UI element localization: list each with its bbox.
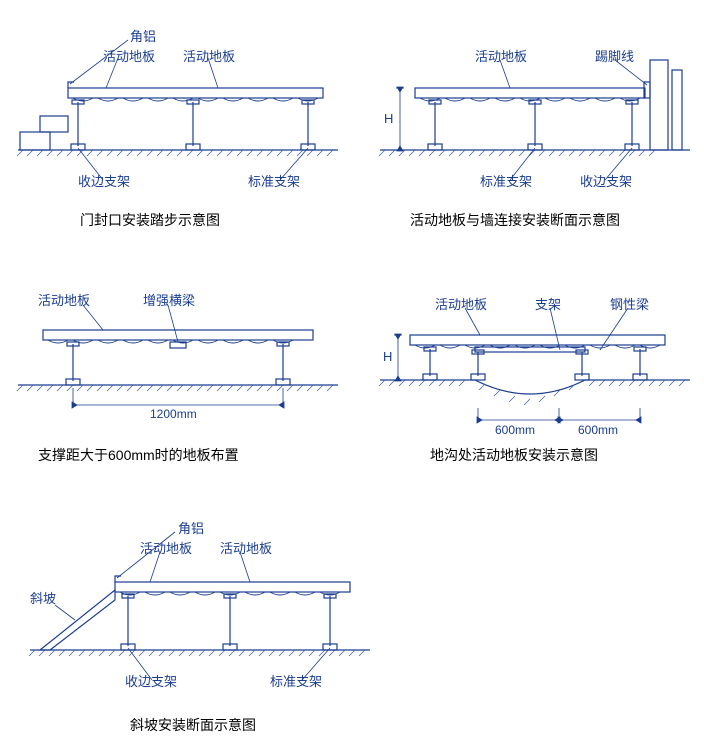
- d1-label-std-support: 标准支架: [248, 175, 300, 188]
- d4-label-floor: 活动地板: [435, 298, 487, 311]
- d2-caption: 活动地板与墙连接安装断面示意图: [410, 210, 620, 230]
- d4-label-H: H: [383, 350, 392, 363]
- d3-caption: 支撑距大于600mm时的地板布置: [38, 445, 239, 465]
- diagram-slope: 角铝 活动地板 活动地板 斜坡 收边支架 标准支架: [30, 510, 370, 710]
- d4-label-support: 支架: [535, 298, 561, 311]
- d5-label-angle-al: 角铝: [178, 522, 204, 535]
- d5-label-floor1: 活动地板: [140, 542, 192, 555]
- d2-label-floor: 活动地板: [475, 50, 527, 63]
- d5-label-edge-support: 收边支架: [125, 675, 177, 688]
- d2-label-edge-support: 收边支架: [580, 175, 632, 188]
- d5-label-std-support: 标准支架: [270, 675, 322, 688]
- d1-label-angle-al: 角铝: [130, 30, 156, 43]
- diagram-trench: 活动地板 支架 钢性梁 H 600mm 600mm: [380, 280, 690, 450]
- d4-caption: 地沟处活动地板安装示意图: [430, 445, 598, 465]
- diagram-wall-svg: [380, 20, 690, 220]
- d5-caption: 斜坡安装断面示意图: [130, 715, 256, 735]
- d4-label-dim2: 600mm: [578, 424, 618, 436]
- d3-label-floor: 活动地板: [38, 294, 90, 307]
- d3-label-beam: 增强横梁: [143, 294, 195, 307]
- diagram-span: 活动地板 增强横梁 1200mm: [18, 280, 338, 440]
- diagram-door-step-svg: [18, 20, 338, 220]
- d2-label-baseboard: 踢脚线: [595, 50, 634, 63]
- d4-label-dim1: 600mm: [495, 424, 535, 436]
- d1-label-floor2: 活动地板: [183, 50, 235, 63]
- diagram-door-step: 角铝 活动地板 活动地板 收边支架 标准支架: [18, 20, 338, 220]
- d2-label-H: H: [384, 112, 393, 125]
- d1-label-floor1: 活动地板: [103, 50, 155, 63]
- d4-label-rigid-beam: 钢性梁: [610, 298, 649, 311]
- d2-label-std-support: 标准支架: [480, 175, 532, 188]
- d1-caption: 门封口安装踏步示意图: [80, 210, 220, 230]
- d1-label-edge-support: 收边支架: [78, 175, 130, 188]
- diagram-wall-connection: 活动地板 踢脚线 H 标准支架 收边支架: [380, 20, 690, 220]
- d5-label-floor2: 活动地板: [220, 542, 272, 555]
- d5-label-slope: 斜坡: [30, 592, 56, 605]
- d3-label-span: 1200mm: [150, 408, 197, 420]
